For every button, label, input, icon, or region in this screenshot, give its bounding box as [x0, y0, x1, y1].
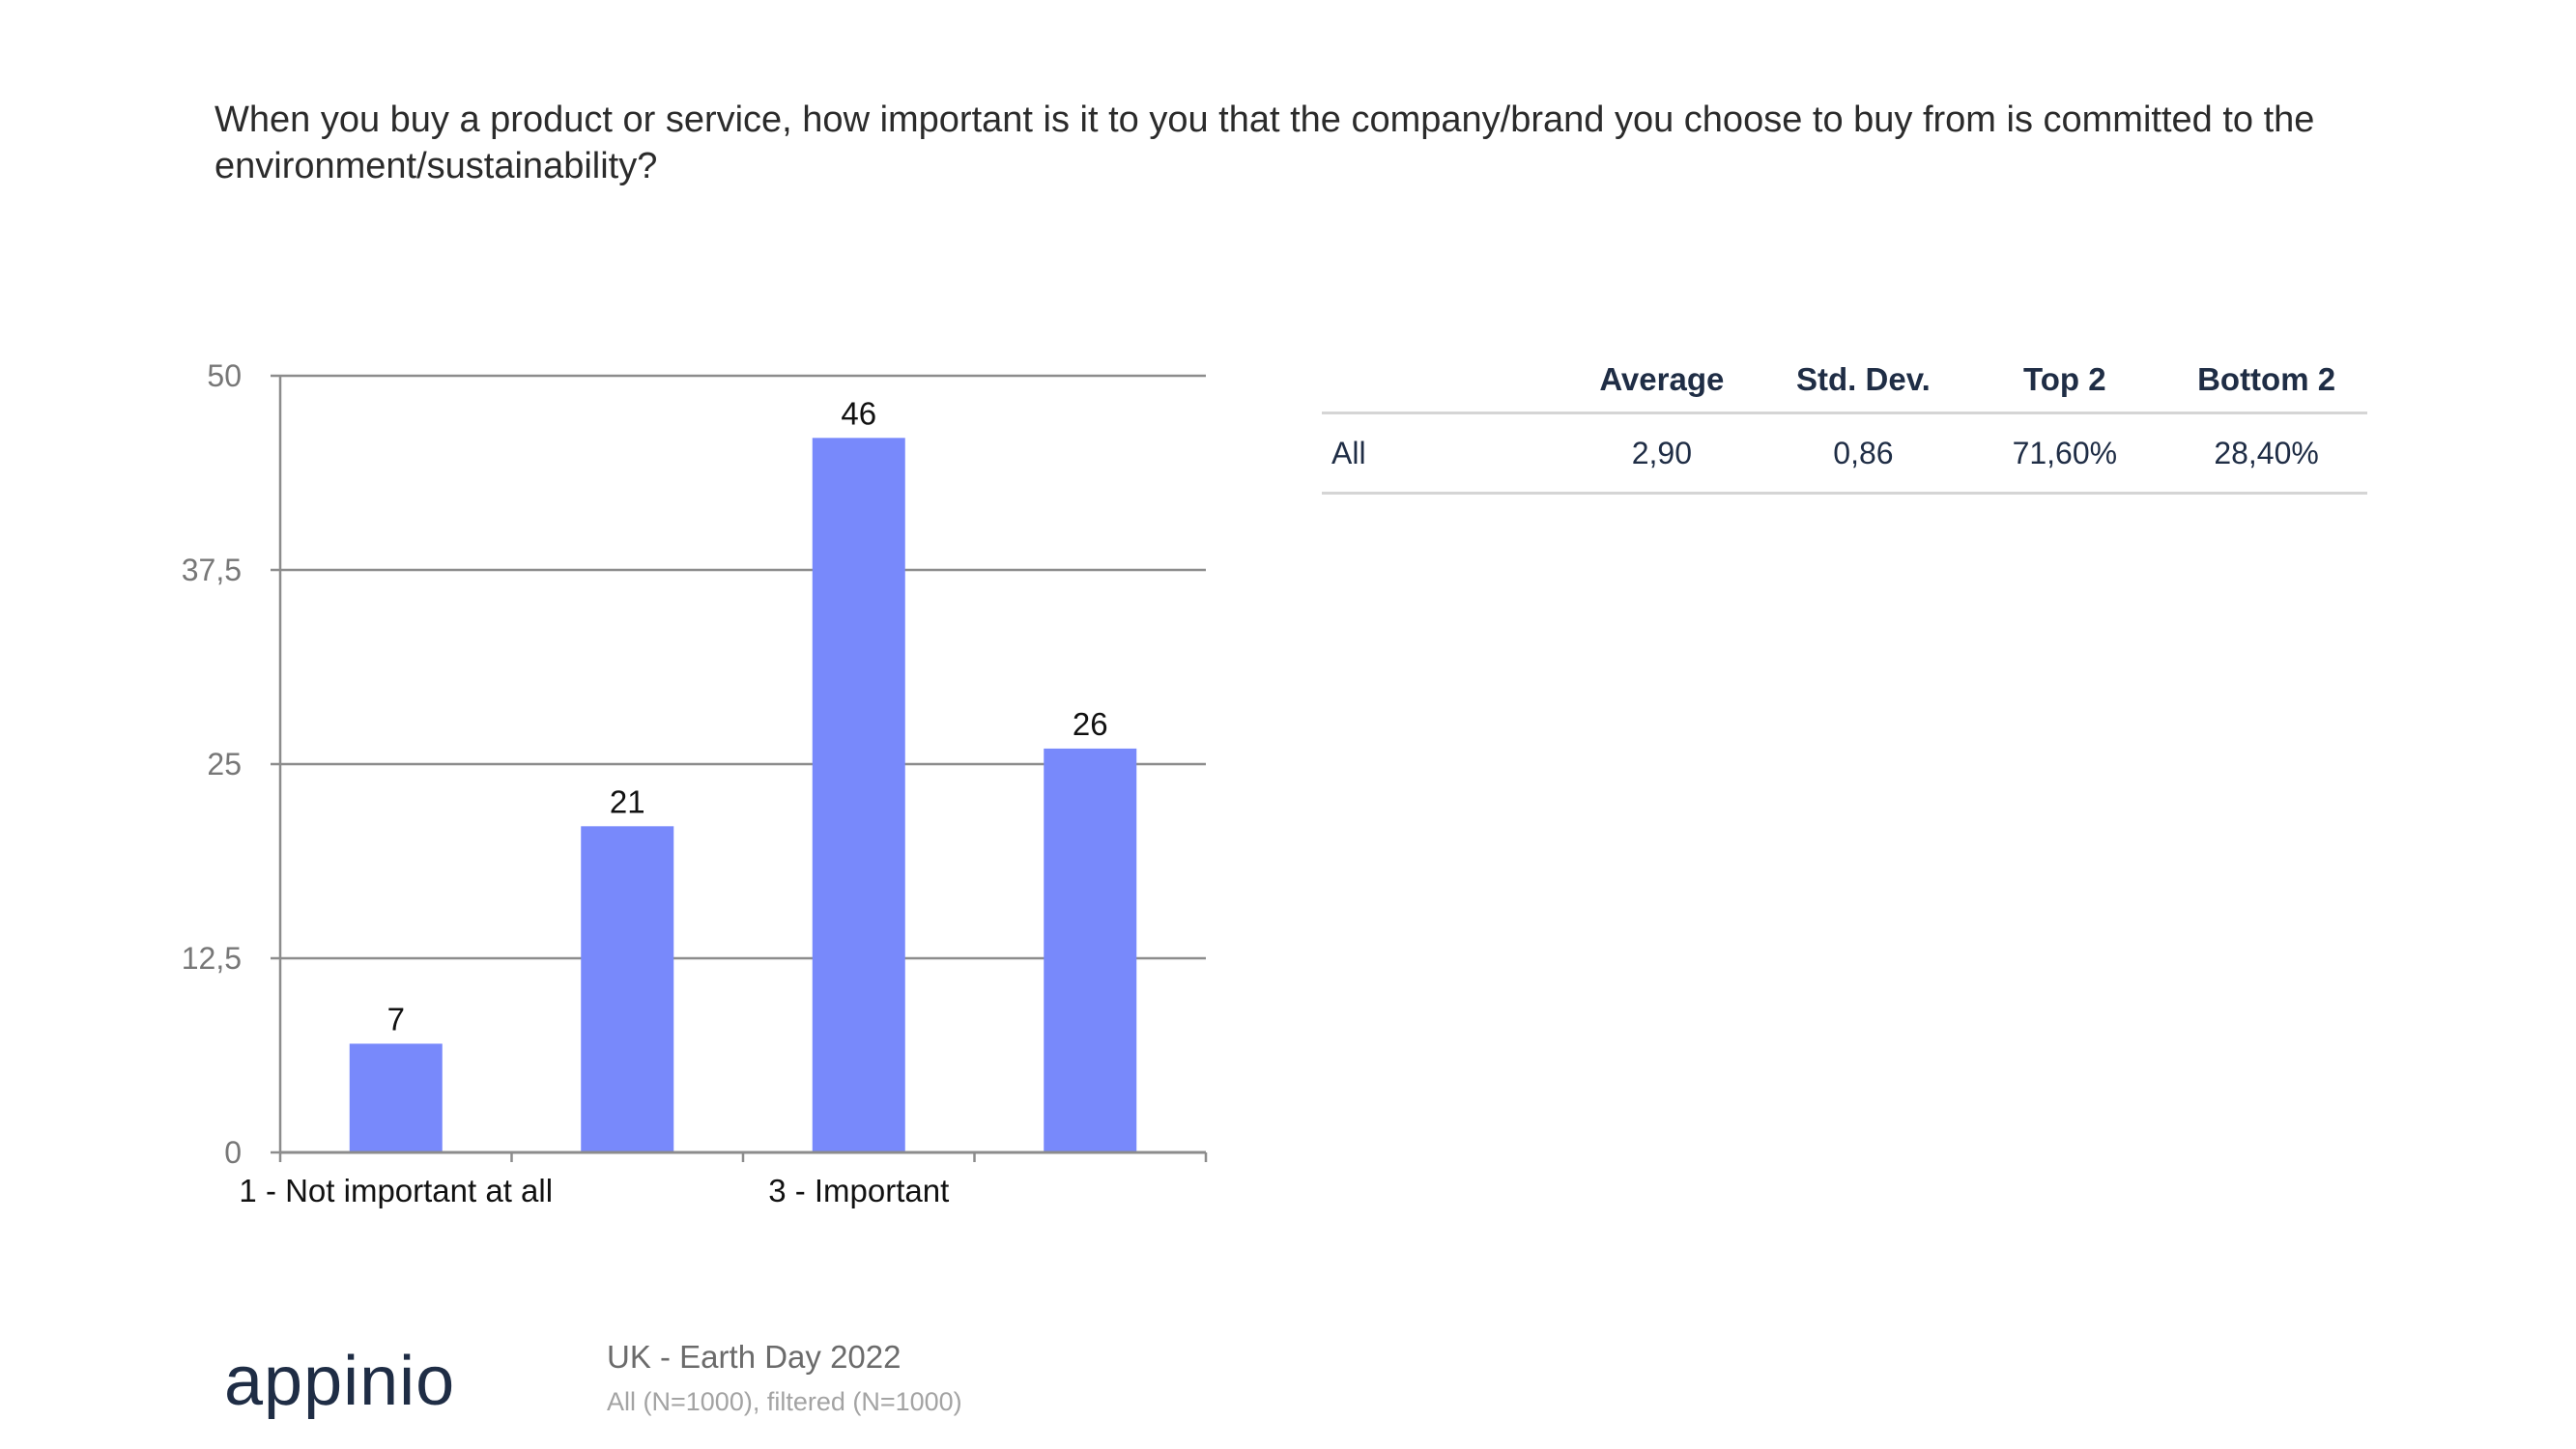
data-labels: 7 21 46 26: [387, 395, 1108, 1037]
bar: [581, 826, 674, 1152]
data-label: 7: [387, 1001, 405, 1037]
y-tick-label: 50: [207, 358, 242, 393]
stats-cell-average: 2,90: [1560, 412, 1763, 495]
appinio-logo: appinio: [224, 1343, 456, 1420]
stats-header-top2: Top 2: [1963, 348, 2166, 414]
x-tick-label: 3 - Important: [768, 1173, 949, 1208]
data-label: 26: [1073, 706, 1108, 742]
stats-cell-top2: 71,60%: [1963, 412, 2166, 495]
x-axis: [278, 1151, 1208, 1162]
y-tick-label: 37,5: [182, 553, 242, 587]
bar: [812, 438, 905, 1152]
survey-title: UK - Earth Day 2022: [607, 1339, 902, 1375]
sample-info: All (N=1000), filtered (N=1000): [607, 1387, 962, 1416]
data-label: 46: [841, 395, 876, 431]
x-tick-label: 1 - Not important at all: [239, 1173, 553, 1208]
stats-table: Average Std. Dev. Top 2 Bottom 2 All 2,9…: [1322, 348, 2367, 495]
y-tick-label: 0: [224, 1135, 242, 1170]
bars: [349, 438, 1137, 1152]
stats-header-std-dev: Std. Dev.: [1762, 348, 1964, 414]
stats-header-average: Average: [1560, 348, 1763, 414]
question-title: When you buy a product or service, how i…: [215, 99, 2315, 186]
y-tick-labels: 0 12,5 25 37,5 50: [182, 358, 242, 1170]
stats-cell-std-dev: 0,86: [1762, 412, 1964, 495]
x-tick-labels: 1 - Not important at all 3 - Important: [239, 1173, 949, 1208]
stats-row-label: All: [1322, 412, 1561, 495]
stats-header-empty: [1322, 348, 1561, 414]
bar: [349, 1043, 443, 1152]
data-label: 21: [610, 783, 645, 819]
stats-cell-bottom2: 28,40%: [2165, 412, 2367, 495]
stats-row-all: All 2,90 0,86 71,60% 28,40%: [1322, 412, 2367, 495]
stats-header-row: Average Std. Dev. Top 2 Bottom 2: [1322, 348, 2367, 414]
y-tick-label: 12,5: [182, 941, 242, 976]
stats-header-bottom2: Bottom 2: [2165, 348, 2367, 414]
bar: [1044, 748, 1137, 1152]
y-tick-label: 25: [207, 747, 242, 781]
